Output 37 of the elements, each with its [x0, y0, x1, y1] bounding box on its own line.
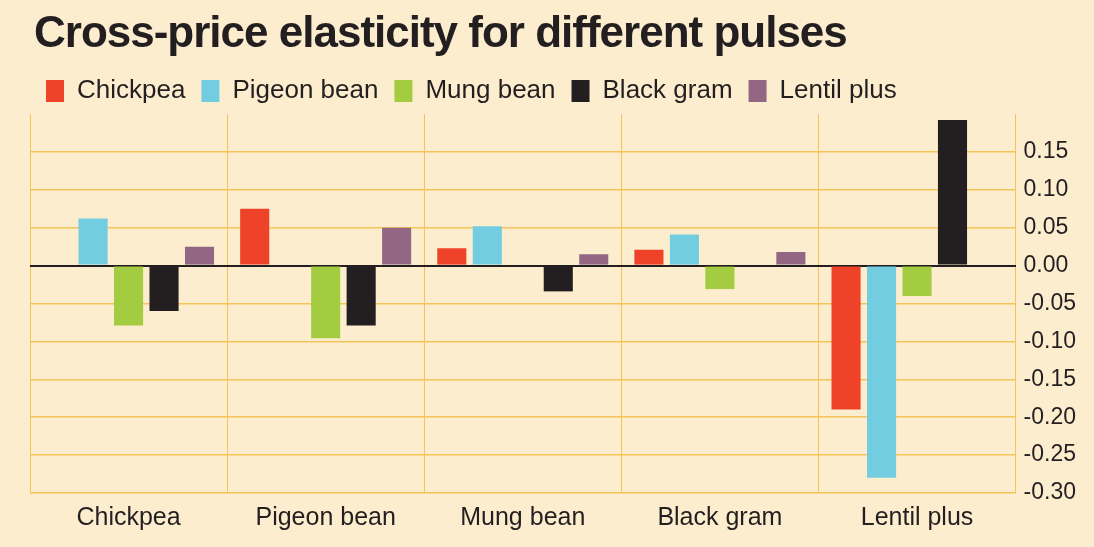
bar: [579, 254, 609, 265]
y-tick-label: -0.30: [1023, 478, 1077, 505]
y-tick-label: -0.20: [1023, 402, 1077, 429]
y-tick-label: -0.05: [1023, 288, 1077, 315]
legend-label: Mung bean: [425, 74, 556, 105]
x-tick-label: Mung bean: [460, 501, 586, 530]
bar: [78, 218, 108, 265]
bar: [669, 234, 699, 265]
y-tick-label: 0.15: [1023, 137, 1069, 164]
bar: [866, 266, 897, 478]
bar: [311, 266, 341, 339]
x-tick-label: Black gram: [657, 501, 783, 530]
bar: [437, 248, 467, 265]
y-tick-label: -0.25: [1023, 440, 1077, 467]
legend-label: Lentil plus: [779, 74, 897, 105]
bar: [472, 226, 502, 265]
legend-label: Chickpea: [77, 74, 186, 105]
legend-label: Pigeon bean: [232, 74, 379, 105]
bar: [184, 246, 215, 265]
x-tick-label: Lentil plus: [860, 501, 974, 530]
bar: [776, 251, 806, 265]
bar: [705, 266, 735, 290]
chart-title: Cross-price elasticity for different pulses: [33, 6, 848, 58]
y-tick-label: 0.00: [1023, 250, 1069, 277]
legend-label: Black gram: [602, 74, 733, 105]
y-tick-label: -0.10: [1023, 326, 1077, 353]
bar: [382, 227, 412, 265]
y-tick-label: -0.15: [1023, 364, 1077, 391]
bar: [240, 208, 270, 265]
bar: [634, 249, 664, 265]
x-tick-label: Pigeon bean: [255, 501, 396, 530]
bar: [902, 266, 932, 296]
bar: [114, 266, 144, 326]
y-tick-label: 0.10: [1023, 175, 1069, 202]
y-tick-label: 0.05: [1023, 213, 1069, 240]
x-tick-label: Chickpea: [76, 501, 181, 530]
bar: [831, 266, 861, 410]
